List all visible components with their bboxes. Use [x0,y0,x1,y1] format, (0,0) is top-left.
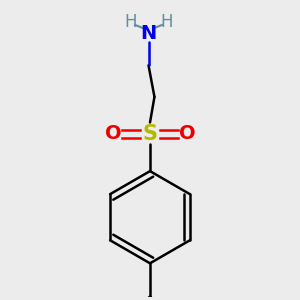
Text: O: O [105,124,121,143]
Text: N: N [140,24,157,43]
Text: S: S [142,124,158,144]
Text: O: O [179,124,195,143]
Text: H: H [124,13,137,31]
Text: H: H [160,13,173,31]
